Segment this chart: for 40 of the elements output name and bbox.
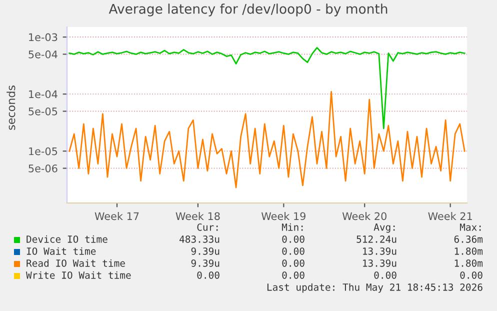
text: 6.36m <box>454 235 483 243</box>
text: 9.39u <box>191 259 220 267</box>
text: Min: <box>282 223 303 231</box>
legend-label: Write IO Wait time <box>26 271 131 279</box>
x-tick-label: Week 18 <box>176 212 220 220</box>
text: 512.24u <box>356 235 396 243</box>
y-tick-label: 1e-03 <box>29 33 58 42</box>
x-tick-label: Week 17 <box>94 212 139 220</box>
x-tick-label: Week 19 <box>261 212 306 220</box>
legend-label: Device IO time <box>26 235 108 243</box>
text: 13.39u <box>363 247 396 255</box>
y-tick-label: 1e-04 <box>29 90 58 98</box>
text: Max: <box>460 224 481 231</box>
y-tick-label: 5e-06 <box>28 164 58 172</box>
text: 0.00 <box>282 235 304 243</box>
x-tick-label: Week 21 <box>428 212 472 220</box>
line-series <box>68 91 466 188</box>
y-tick-label: 5e-04 <box>28 50 58 58</box>
text: 0.00 <box>282 247 304 255</box>
y-tick-label: 1e-05 <box>29 147 58 156</box>
text: 0.00 <box>282 259 304 267</box>
text: 13.39u <box>363 259 396 267</box>
text: Last update: Thu May 21 18:45:13 2026 <box>267 283 482 293</box>
text: 0.00 <box>374 271 396 279</box>
line-series <box>68 47 466 130</box>
y-axis-title: seconds <box>6 86 16 130</box>
text: 0.00 <box>460 271 482 279</box>
chart-title: Average latency for /dev/loop0 - by month <box>108 4 388 16</box>
legend-label: Read IO Wait time <box>26 259 125 267</box>
text: 0.00 <box>282 271 304 279</box>
text: 483.33u <box>180 235 220 243</box>
text: 0.00 <box>197 271 220 279</box>
text: Avg: <box>374 224 395 233</box>
legend-label: IO Wait time <box>26 247 96 255</box>
text: Cur: <box>197 223 218 231</box>
x-tick-label: Week 20 <box>342 212 386 220</box>
text: 9.39u <box>191 247 220 255</box>
text: 1.80m <box>454 247 483 255</box>
y-tick-label: 5e-05 <box>28 107 58 116</box>
text: 1.80m <box>454 259 483 267</box>
